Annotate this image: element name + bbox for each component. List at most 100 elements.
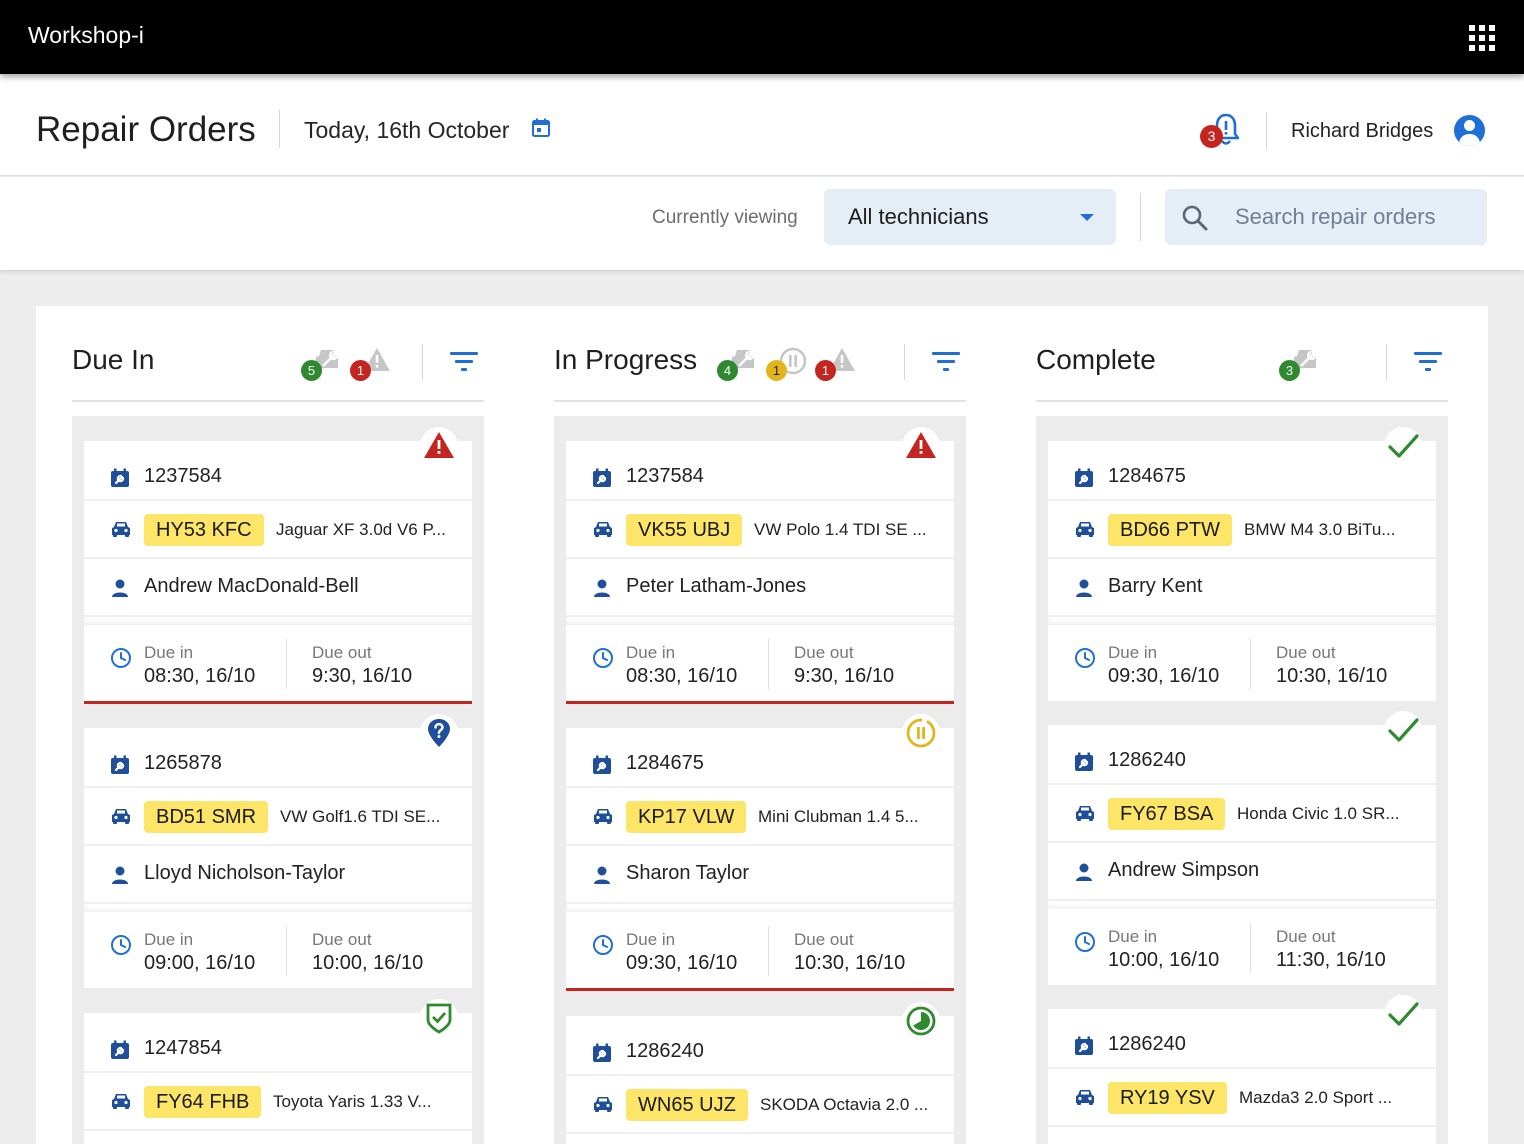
due-out-time: 10:30, 16/10	[1276, 665, 1388, 687]
due-out: Due out 10:30, 16/10	[1276, 643, 1387, 688]
technician-select[interactable]: All technicians	[824, 189, 1116, 245]
search-box[interactable]	[1165, 189, 1487, 245]
vehicle-model: Mini Clubman 1.4 5...	[758, 807, 919, 826]
due-in: Due in 08:30, 16/10	[144, 643, 255, 688]
due-out-label: Due out	[1276, 643, 1336, 662]
due-out-label: Due out	[1276, 927, 1336, 946]
repair-order-card[interactable]: 1284675 BD66 PTW BMW M4 3.0 BiTu... Barry K…	[1048, 427, 1436, 701]
registration-plate: WN65 UJZ	[626, 1089, 748, 1121]
repair-order-card[interactable]: 1237584 HY53 KFC Jaguar XF 3.0d V6 P... And…	[84, 427, 472, 704]
vehicle-row: KP17 VLW Mini Clubman 1.4 5...	[566, 788, 954, 846]
clock-icon	[592, 647, 614, 674]
column-title: In Progress	[554, 344, 698, 375]
vehicle-row: FY64 FHB Toyota Yaris 1.33 V...	[84, 1073, 472, 1131]
due-out: Due out 11:30, 16/10	[1276, 927, 1386, 972]
divider	[1386, 344, 1387, 380]
divider	[286, 926, 287, 976]
order-icon	[592, 1043, 612, 1068]
vehicle-model: Mazda3 2.0 Sport ...	[1239, 1088, 1393, 1107]
repair-order-card[interactable]: 1265878 BD51 SMR VW Golf1.6 TDI SE... Lloyd…	[84, 714, 472, 988]
due-in-time: 08:30, 16/10	[144, 665, 256, 687]
order-icon	[1074, 752, 1094, 777]
clock-icon	[110, 934, 132, 961]
due-in-time: 09:30, 16/10	[626, 952, 738, 974]
repair-order-card[interactable]: 1284675 KP17 VLW Mini Clubman 1.4 5... Shar…	[566, 714, 954, 991]
search-input[interactable]	[1235, 197, 1475, 237]
registration-plate: FY67 BSA	[1108, 798, 1226, 830]
repair-order-card[interactable]: 1286240 RY19 YSV Mazda3 2.0 Sport ...	[1048, 995, 1436, 1144]
repair-order-card[interactable]: 1247854 FY64 FHB Toyota Yaris 1.33 V...	[84, 999, 472, 1144]
order-number: 1265878	[144, 752, 222, 774]
vehicle-row: WN65 UJZ SKODA Octavia 2.0 ...	[566, 1076, 954, 1134]
due-out-time: 9:30, 16/10	[794, 665, 895, 687]
person-icon	[592, 578, 612, 603]
divider	[1266, 112, 1267, 150]
customer-name: Lloyd Nicholson-Taylor	[144, 862, 346, 884]
order-number: 1286240	[626, 1040, 704, 1062]
column-title: Due In	[72, 344, 155, 375]
column-stat[interactable]: 1	[766, 346, 807, 381]
order-icon	[110, 755, 130, 780]
due-out: Due out 10:30, 16/10	[794, 930, 905, 975]
divider	[422, 344, 423, 380]
customer-row	[566, 1134, 954, 1144]
registration-plate: FY64 FHB	[144, 1086, 262, 1118]
order-row: 1265878	[84, 728, 472, 788]
vehicle-model: BMW M4 3.0 BiTu...	[1244, 520, 1396, 539]
order-icon	[592, 468, 612, 493]
car-icon	[110, 520, 132, 543]
check-icon	[1384, 995, 1422, 1033]
vehicle-model: SKODA Octavia 2.0 ...	[760, 1095, 929, 1114]
card-separator	[1048, 617, 1436, 625]
order-row: 1286240	[1048, 725, 1436, 785]
vehicle-row: FY67 BSA Honda Civic 1.0 SR...	[1048, 785, 1436, 843]
car-icon	[110, 807, 132, 830]
column-stat[interactable]: 5	[301, 346, 341, 381]
chevron-down-icon	[1080, 214, 1094, 221]
customer-row: Andrew MacDonald-Bell	[84, 559, 472, 617]
app-grid-icon[interactable]	[1469, 25, 1495, 51]
check-icon	[1384, 427, 1422, 465]
divider	[279, 110, 280, 148]
user-name[interactable]: Richard Bridges	[1291, 120, 1434, 142]
clock-icon	[1074, 647, 1096, 674]
notification-badge: 3	[1200, 125, 1223, 148]
customer-name: Andrew Simpson	[1108, 859, 1260, 881]
column-stat[interactable]: 1	[350, 346, 390, 381]
registration-plate: KP17 VLW	[626, 801, 747, 833]
search-icon	[1182, 205, 1208, 231]
stat-count-badge: 4	[717, 360, 738, 381]
times-row: Due in 08:30, 16/10 Due out 9:30, 16/10	[84, 625, 472, 701]
order-row: 1247854	[84, 1013, 472, 1073]
order-number: 1284675	[1108, 465, 1186, 487]
repair-order-card[interactable]: 1286240 FY67 BSA Honda Civic 1.0 SR... Andr…	[1048, 711, 1436, 985]
filter-icon[interactable]	[1414, 350, 1442, 374]
filter-icon[interactable]	[450, 350, 478, 374]
vehicle-model: Jaguar XF 3.0d V6 P...	[276, 520, 446, 539]
divider	[768, 926, 769, 976]
due-out-label: Due out	[312, 643, 372, 662]
due-in-time: 09:00, 16/10	[144, 952, 256, 974]
order-icon	[1074, 468, 1094, 493]
column-stat[interactable]: 1	[815, 346, 857, 381]
repair-order-card[interactable]: 1286240 WN65 UJZ SKODA Octavia 2.0 ...	[566, 1002, 954, 1144]
clock-icon	[110, 647, 132, 674]
order-number: 1237584	[144, 465, 222, 487]
column-stat[interactable]: 4	[717, 346, 757, 381]
avatar-icon[interactable]	[1454, 115, 1485, 146]
notifications-button[interactable]: 3	[1200, 110, 1244, 154]
customer-name: Peter Latham-Jones	[626, 575, 807, 597]
technician-select-value: All technicians	[848, 204, 989, 229]
warning-icon	[827, 346, 857, 379]
column-stat[interactable]: 3	[1279, 346, 1319, 381]
filter-icon[interactable]	[932, 350, 960, 374]
customer-row: Andrew Simpson	[1048, 843, 1436, 901]
divider	[1250, 639, 1251, 689]
calendar-icon[interactable]	[531, 118, 551, 143]
car-icon	[592, 807, 614, 830]
divider	[768, 639, 769, 689]
due-out-time: 10:00, 16/10	[312, 952, 424, 974]
due-in: Due in 09:00, 16/10	[144, 930, 255, 975]
repair-order-card[interactable]: 1237584 VK55 UBJ VW Polo 1.4 TDI SE ... Pet…	[566, 427, 954, 704]
stat-count-badge: 1	[815, 360, 836, 381]
